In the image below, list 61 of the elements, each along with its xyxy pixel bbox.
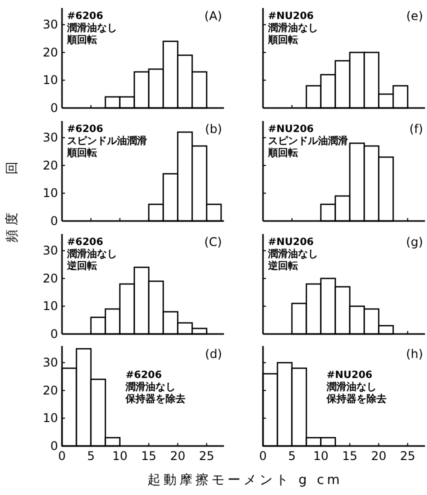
y-tick-label: 10	[42, 73, 58, 88]
chart-title: (h)	[406, 347, 423, 361]
annotation: 順回転	[267, 34, 298, 46]
annotation: 順回転	[267, 147, 298, 159]
y-tick-label: 20	[42, 45, 58, 60]
annotation: 逆回転	[66, 260, 97, 272]
y-tick-label: 10	[42, 299, 58, 314]
x-tick-label: 15	[342, 449, 358, 463]
chart-title: (e)	[406, 9, 423, 23]
y-axis-title: 頻度 回	[4, 158, 20, 242]
chart-title: (C)	[204, 235, 222, 249]
x-tick-label: 5	[87, 449, 95, 463]
y-tick-label: 20	[42, 158, 58, 172]
y-tick-label: 20	[42, 271, 58, 286]
x-tick-label: 20	[170, 449, 186, 463]
annotation: 潤滑油なし	[267, 248, 318, 260]
annotation: 潤滑油なし	[267, 22, 318, 34]
y-tick-label: 0	[50, 327, 58, 341]
annotation: スピンドル油潤滑	[67, 135, 147, 147]
chart-title: (d)	[205, 347, 222, 361]
annotation: #NU206	[268, 237, 314, 248]
x-tick-label: 10	[313, 449, 328, 463]
annotation: 潤滑油なし	[66, 248, 117, 260]
annotation: #NU206	[326, 370, 372, 381]
annotation: 潤滑油なし	[66, 22, 117, 34]
y-tick-label: 10	[42, 411, 58, 426]
y-tick-label: 20	[42, 383, 58, 398]
x-tick-label: 25	[400, 449, 416, 463]
chart-title: (A)	[204, 9, 222, 23]
y-tick-label: 10	[42, 186, 58, 200]
chart-title: (g)	[406, 235, 423, 249]
annotation: 潤滑油なし	[326, 381, 377, 393]
x-axis-title: 起動摩擦モーメント g cm	[147, 473, 343, 488]
annotation: #NU206	[268, 124, 314, 135]
y-tick-label: 30	[42, 18, 58, 32]
annotation: 保持器を除去	[326, 393, 387, 405]
x-tick-label: 0	[259, 449, 267, 463]
y-tick-label: 30	[42, 356, 58, 370]
x-tick-label: 5	[288, 449, 296, 463]
y-tick-label: 0	[50, 439, 58, 453]
annotation: #6206	[67, 124, 104, 135]
annotation: 逆回転	[267, 260, 298, 272]
x-tick-label: 10	[112, 449, 128, 463]
annotation: 潤滑油なし	[124, 381, 176, 393]
chart-title: (f)	[409, 122, 423, 136]
x-tick-label: 15	[141, 449, 156, 463]
y-tick-label: 0	[50, 101, 58, 115]
annotation: #NU206	[268, 11, 314, 22]
annotation: #6206	[126, 370, 162, 381]
x-tick-label: 25	[199, 449, 214, 463]
annotation: スピンドル油潤滑	[268, 135, 348, 147]
x-tick-label: 20	[371, 449, 386, 463]
annotation: 保持器を除去	[124, 393, 186, 405]
y-tick-label: 30	[42, 244, 58, 258]
annotation: #6206	[67, 11, 104, 22]
chart-title: (b)	[205, 122, 222, 136]
annotation: #6206	[67, 237, 104, 248]
annotation: 順回転	[66, 147, 97, 159]
y-tick-label: 0	[50, 214, 58, 228]
y-tick-label: 30	[42, 130, 58, 145]
annotation: 順回転	[66, 34, 97, 46]
